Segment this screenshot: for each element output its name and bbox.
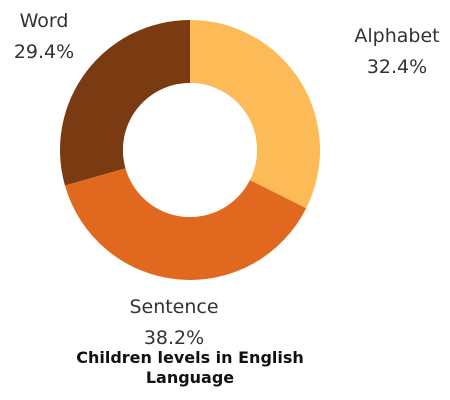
slice-value-alphabet: 32.4% — [367, 56, 427, 78]
slice-alphabet — [190, 20, 320, 209]
slice-value-word: 29.4% — [14, 41, 74, 63]
donut-hole — [123, 83, 257, 217]
slice-label-sentence: Sentence — [129, 296, 218, 318]
slice-label-alphabet: Alphabet — [354, 25, 439, 47]
chart-title: Children levels in English Language — [76, 348, 304, 387]
slice-sentence — [64, 168, 307, 280]
slice-word — [60, 20, 190, 186]
slice-value-sentence: 38.2% — [144, 327, 204, 349]
donut-slices — [60, 20, 320, 280]
slice-label-word: Word — [20, 10, 69, 32]
